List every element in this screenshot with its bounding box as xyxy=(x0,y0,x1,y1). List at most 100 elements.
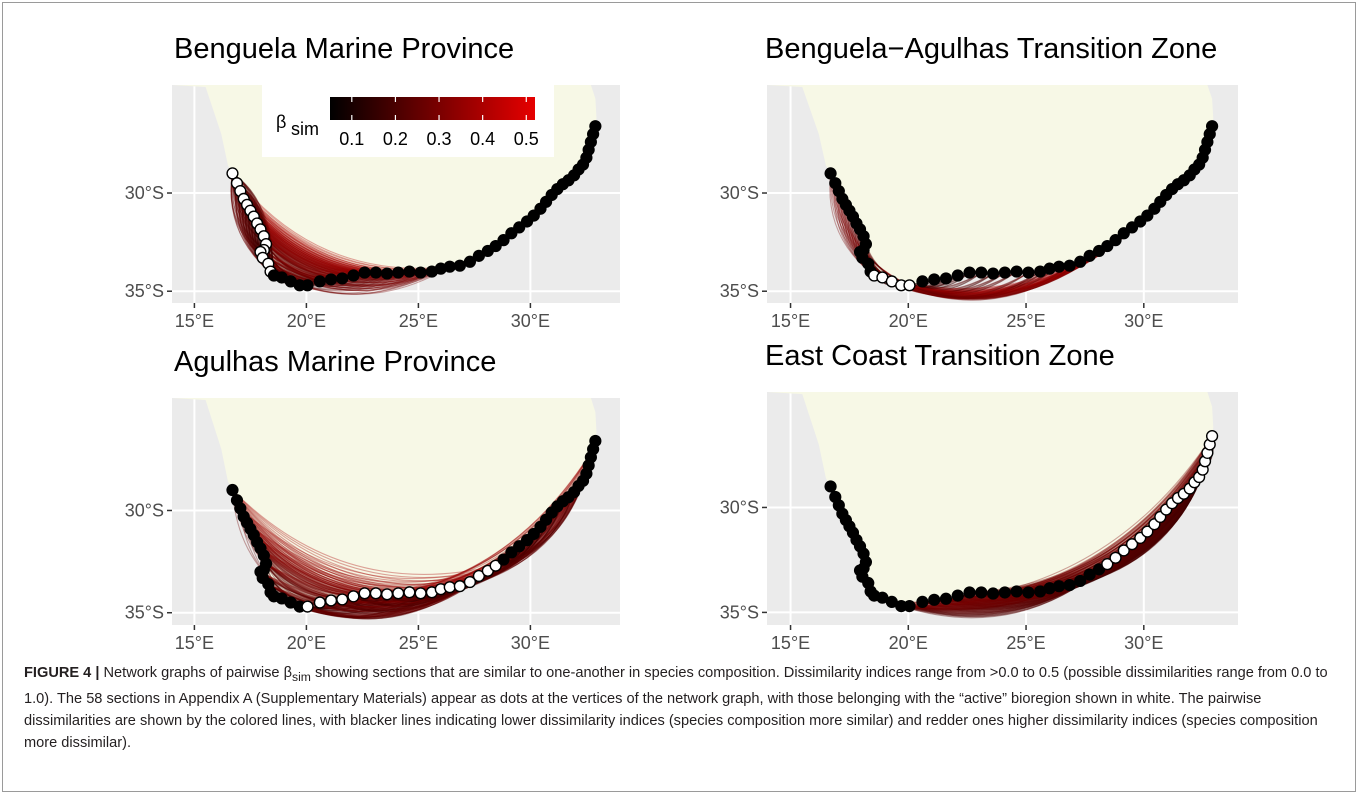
edge-line xyxy=(901,444,1211,607)
edge-line xyxy=(232,489,488,579)
edge-line xyxy=(232,489,479,582)
edge-line xyxy=(232,489,496,575)
edge-line xyxy=(330,585,461,613)
edge-line xyxy=(909,444,1211,607)
land-area xyxy=(767,392,1214,608)
edge-line xyxy=(268,581,471,612)
edge-line xyxy=(307,592,377,612)
x-tick-label: 20°E xyxy=(287,633,326,653)
edge-line xyxy=(260,571,433,608)
x-tick-label: 25°E xyxy=(399,633,438,653)
edge-line xyxy=(1080,497,1179,582)
edge-line xyxy=(307,591,433,619)
site-point xyxy=(1010,265,1023,278)
site-point xyxy=(939,592,953,605)
site-point-active xyxy=(489,559,502,572)
edge-line xyxy=(909,273,994,293)
edge-line xyxy=(232,489,450,589)
site-point-active xyxy=(1117,544,1130,557)
site-point-active xyxy=(324,594,338,607)
edge-line xyxy=(307,588,442,619)
edge-line xyxy=(900,266,1060,300)
y-tick-label: 35°S xyxy=(720,602,759,622)
edge-line xyxy=(901,250,1100,300)
site-point-active xyxy=(301,600,314,613)
colorbar-legend: β sim 0.1 0.2 0.3 0.4 0.5 xyxy=(262,85,554,157)
site-point-active xyxy=(1101,558,1114,571)
panel-title: Benguela Marine Province xyxy=(174,33,514,65)
edge-line xyxy=(909,271,1017,295)
edge-line xyxy=(330,585,461,613)
edge-line xyxy=(469,491,575,583)
site-point-active xyxy=(1141,525,1154,538)
map-panel: Agulhas Marine Province 15°E 20°E 25°E 30°E 3… xyxy=(125,346,620,653)
site-point xyxy=(403,265,416,278)
site-point xyxy=(951,269,964,282)
site-point-active xyxy=(472,569,485,583)
x-tick-label: 15°E xyxy=(771,633,810,653)
edge-line xyxy=(341,585,461,611)
edge-line xyxy=(891,265,1070,300)
edge-line xyxy=(1089,488,1191,576)
edge-line xyxy=(268,263,451,292)
site-point xyxy=(380,267,394,280)
x-tick-label: 20°E xyxy=(287,311,326,331)
edge-line xyxy=(900,261,1081,301)
site-point xyxy=(589,120,602,133)
edge-line xyxy=(909,272,982,291)
site-point-active xyxy=(903,279,916,292)
caption-text-post: showing sections that are similar to one… xyxy=(24,665,1328,751)
x-tick-label: 30°E xyxy=(1124,633,1163,653)
edge-line xyxy=(319,585,461,616)
site-point xyxy=(1083,249,1096,262)
site-point-active xyxy=(347,590,360,603)
site-point xyxy=(998,586,1011,599)
edge-line xyxy=(262,257,433,290)
site-point-active xyxy=(226,167,239,180)
site-point xyxy=(1083,568,1096,581)
site-point xyxy=(392,266,405,279)
edge-line xyxy=(341,592,421,609)
site-point xyxy=(1125,221,1139,234)
edge-line xyxy=(263,249,433,287)
edge-line xyxy=(478,491,575,577)
edge-line xyxy=(290,581,471,619)
legend-tick-label: 0.2 xyxy=(383,129,408,149)
edge-line xyxy=(900,265,1070,301)
edge-line xyxy=(1080,488,1191,582)
site-point xyxy=(313,275,326,288)
x-tick-label: 25°E xyxy=(399,311,438,331)
edge-line xyxy=(909,261,1081,300)
edge-line xyxy=(253,534,488,589)
site-point xyxy=(1010,585,1023,598)
edge-line xyxy=(909,435,1213,607)
edge-line xyxy=(1080,493,1185,582)
edge-line xyxy=(239,508,480,585)
map-panel: Benguela Marine Province 15°E 20°E 25°E 30°E… xyxy=(125,33,620,331)
site-point xyxy=(903,600,916,613)
site-point xyxy=(463,255,477,268)
edge-line xyxy=(268,583,451,612)
site-point xyxy=(497,234,510,247)
edge-line xyxy=(267,583,399,608)
x-tick-label: 15°E xyxy=(175,633,214,653)
site-point xyxy=(513,540,526,553)
edge-line xyxy=(307,585,461,620)
edge-line xyxy=(364,448,594,594)
legend-tick-label: 0.5 xyxy=(514,129,539,149)
edge-line xyxy=(307,448,594,608)
site-point xyxy=(1101,239,1114,253)
site-point xyxy=(998,266,1011,279)
x-tick-label: 15°E xyxy=(771,311,810,331)
legend-tick-label: 0.3 xyxy=(427,129,452,149)
edge-line xyxy=(901,435,1213,607)
x-tick-label: 20°E xyxy=(889,311,928,331)
site-point xyxy=(505,546,518,559)
edge-line xyxy=(307,592,421,617)
site-point-active xyxy=(336,593,349,606)
site-point-active xyxy=(1109,551,1122,564)
edge-line xyxy=(262,257,451,290)
site-point xyxy=(1022,586,1035,599)
edge-line xyxy=(981,435,1213,594)
figure-caption: FIGURE 4 | Network graphs of pairwise βs… xyxy=(24,662,1334,754)
